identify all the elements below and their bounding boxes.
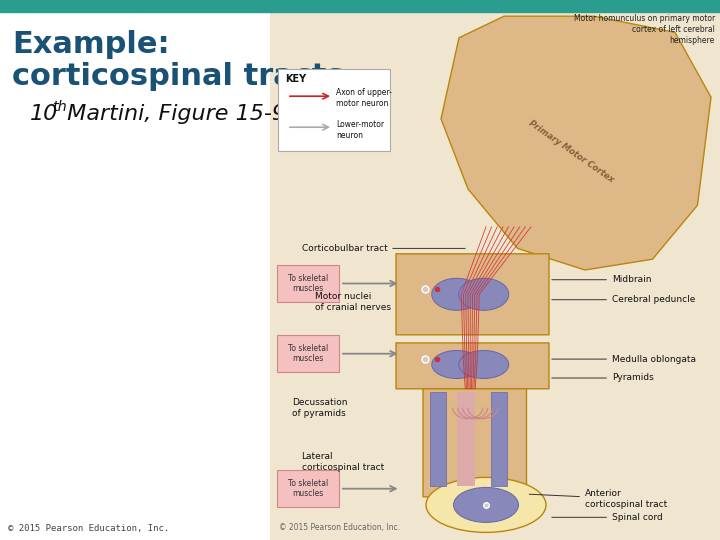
Text: To skeletal
muscles: To skeletal muscles (288, 479, 328, 498)
Text: Decussation
of pyramids: Decussation of pyramids (292, 397, 348, 418)
Text: Martini, Figure 15-9: Martini, Figure 15-9 (60, 104, 286, 124)
FancyBboxPatch shape (277, 335, 339, 372)
Text: 10: 10 (30, 104, 58, 124)
Text: Cerebral peduncle: Cerebral peduncle (552, 295, 696, 304)
Text: Medulla oblongata: Medulla oblongata (552, 355, 696, 363)
Text: Lower-motor
neuron: Lower-motor neuron (336, 120, 384, 140)
Text: Corticobulbar tract: Corticobulbar tract (302, 244, 465, 253)
Bar (0, 12, 270, 540)
Polygon shape (441, 16, 711, 270)
Text: Example:: Example: (12, 30, 170, 59)
FancyBboxPatch shape (396, 343, 549, 389)
Text: To skeletal
muscles: To skeletal muscles (288, 274, 328, 293)
Ellipse shape (426, 477, 546, 532)
Ellipse shape (432, 350, 482, 379)
Bar (490, 392, 506, 486)
Text: corticospinal tracts: corticospinal tracts (12, 62, 345, 91)
Ellipse shape (454, 488, 518, 522)
FancyBboxPatch shape (277, 265, 339, 302)
Text: Axon of upper-
motor neuron: Axon of upper- motor neuron (336, 88, 392, 107)
Text: Lateral
corticospinal tract: Lateral corticospinal tract (302, 451, 384, 472)
FancyBboxPatch shape (278, 69, 390, 151)
Text: Pyramids: Pyramids (552, 374, 654, 382)
Text: © 2015 Pearson Education, Inc.: © 2015 Pearson Education, Inc. (8, 524, 169, 533)
Text: Spinal cord: Spinal cord (552, 513, 662, 522)
FancyBboxPatch shape (423, 389, 526, 497)
Bar (430, 392, 446, 486)
Text: To skeletal
muscles: To skeletal muscles (288, 344, 328, 363)
Bar (0, 0, 720, 12)
Ellipse shape (459, 350, 509, 379)
FancyBboxPatch shape (277, 470, 339, 507)
Text: Anterior
corticospinal tract: Anterior corticospinal tract (529, 489, 667, 509)
Text: Midbrain: Midbrain (552, 275, 652, 284)
Ellipse shape (432, 278, 482, 310)
Ellipse shape (459, 278, 509, 310)
Text: th: th (52, 100, 67, 114)
Text: © 2015 Pearson Education, Inc.: © 2015 Pearson Education, Inc. (279, 523, 400, 532)
FancyBboxPatch shape (396, 254, 549, 335)
Text: Primary Motor Cortex: Primary Motor Cortex (527, 118, 616, 184)
Text: Motor nuclei
of cranial nerves: Motor nuclei of cranial nerves (315, 292, 391, 313)
Text: KEY: KEY (285, 74, 306, 84)
Bar (270, 12, 720, 540)
Bar (456, 392, 474, 486)
Text: Motor homunculus on primary motor
cortex of left cerebral
hemisphere: Motor homunculus on primary motor cortex… (574, 14, 715, 45)
